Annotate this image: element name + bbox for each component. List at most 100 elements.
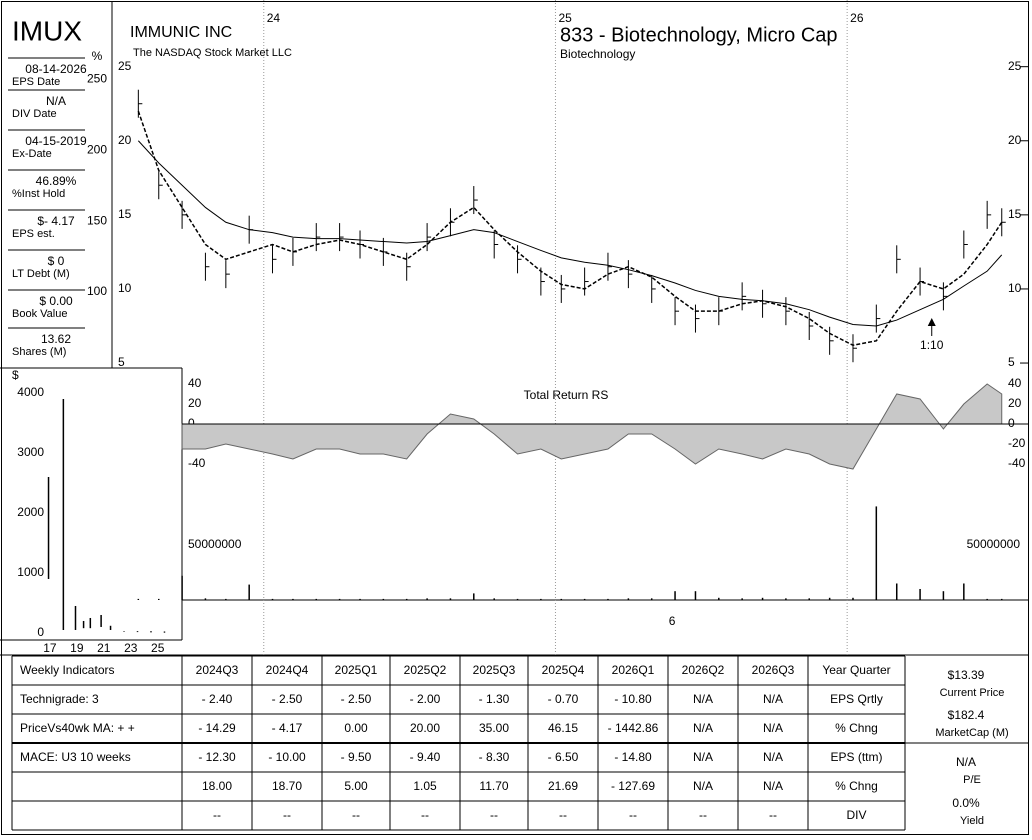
table-cell: 18.00	[202, 779, 232, 793]
table-header: Year Quarter	[822, 663, 890, 677]
summary-label: Current Price	[940, 687, 1005, 699]
volume-bar	[1000, 598, 1003, 600]
table-cell: --	[699, 808, 707, 822]
y2-tick-label: 200	[87, 142, 107, 156]
y-tick-label: 50000000	[188, 537, 242, 551]
table-cell: N/A	[763, 692, 783, 706]
volume-bar	[248, 584, 250, 600]
summary-label: MarketCap (M)	[935, 727, 1008, 739]
sidebar-label: %Inst Hold	[12, 188, 65, 200]
sidebar-value: 13.62	[41, 332, 71, 346]
y-tick-label: 20	[1008, 133, 1022, 147]
table-cell: N/A	[763, 779, 783, 793]
sidebar-value: 04-15-2019	[25, 134, 87, 148]
table-header: 2026Q1	[612, 663, 655, 677]
x-tick-label: 26	[850, 11, 864, 25]
y-tick-label: 5	[1008, 355, 1015, 369]
table-cell: N/A	[763, 750, 783, 764]
table-cell: N/A	[693, 721, 713, 735]
rs-area	[181, 383, 1003, 470]
table-cell: - 127.69	[611, 779, 655, 793]
summary-label: P/E	[963, 774, 981, 786]
volume-bar	[225, 598, 227, 600]
sidebar-label: EPS Date	[12, 76, 60, 88]
table-cell: - 2.50	[341, 692, 372, 706]
sidebar-value: 08-14-2026	[25, 62, 87, 76]
sidebar-value: $- 4.17	[37, 214, 75, 228]
volume-bar	[627, 598, 630, 600]
summary-value: 0.0%	[952, 796, 980, 810]
y-tick-label: 15	[118, 207, 132, 221]
table-cell: N/A	[763, 721, 783, 735]
table-cell: MACE: U3 10 weeks	[20, 750, 131, 764]
y-tick-label: 25	[1008, 59, 1022, 73]
y2-tick-label: 100	[87, 284, 107, 298]
y-tick-label: 20	[118, 133, 132, 147]
sidebar-label: LT Debt (M)	[12, 268, 70, 280]
y-tick-label: -40	[1008, 456, 1026, 470]
table-header: 2024Q3	[196, 663, 239, 677]
table-header: 2025Q3	[473, 663, 516, 677]
table-cell: 5.00	[344, 779, 368, 793]
table-header: 2025Q2	[404, 663, 447, 677]
volume-bar	[204, 598, 207, 600]
volume-bar	[674, 591, 676, 600]
y2-tick-label: 250	[87, 72, 107, 86]
sidebar-label: Shares (M)	[12, 346, 66, 358]
volume-bar	[607, 598, 609, 600]
summary-label: Yield	[960, 815, 984, 827]
table-cell: - 2.00	[410, 692, 441, 706]
table-cell: --	[769, 808, 777, 822]
x-tick-label: 23	[124, 641, 138, 655]
volume-bar	[919, 588, 921, 600]
chart-subtitle: Biotechnology	[560, 47, 635, 61]
sidebar-label: DIV Date	[12, 108, 57, 120]
y-tick-label: 3000	[17, 445, 44, 459]
volume-bar	[875, 506, 878, 600]
table-cell: - 9.40	[410, 750, 441, 764]
y-tick-label: 40	[188, 376, 202, 390]
y-tick-label: 1000	[17, 565, 44, 579]
volume-bar	[560, 598, 563, 600]
volume-bar	[449, 598, 452, 600]
volume-bar	[516, 598, 519, 600]
moving-average	[137, 110, 1003, 347]
table-cell: - 10.00	[268, 750, 306, 764]
volume-bar	[137, 598, 140, 600]
table-cell: EPS Qrtly	[830, 692, 883, 706]
y2-tick-label: 150	[87, 213, 107, 227]
volume-bar	[895, 583, 898, 600]
volume-bar	[315, 598, 318, 600]
volume-bar	[473, 593, 475, 600]
volume-bar	[942, 591, 945, 600]
volume-bar	[382, 598, 385, 600]
volume-bar	[540, 598, 542, 600]
volume-bar	[359, 598, 361, 600]
table-cell: --	[490, 808, 498, 822]
table-cell: 11.70	[479, 779, 508, 793]
volume-bar	[426, 598, 428, 600]
y-tick-label: 0	[1008, 416, 1015, 430]
table-header: 2024Q4	[266, 663, 309, 677]
volume-bar	[718, 597, 720, 600]
split-arrow-head	[927, 318, 936, 326]
volume-bar	[808, 598, 810, 600]
table-cell: 0.00	[344, 721, 368, 735]
moving-average	[137, 140, 1003, 327]
table-cell: - 9.50	[341, 750, 372, 764]
sidebar-label: EPS est.	[12, 228, 55, 240]
table-header: 2025Q1	[335, 663, 378, 677]
event-label: 6	[669, 614, 676, 628]
table-header: 2025Q4	[542, 663, 585, 677]
volume-bar	[158, 598, 160, 600]
table-cell: 20.00	[410, 721, 440, 735]
y-tick-label: 25	[118, 59, 132, 73]
y-tick-label: 2000	[17, 505, 44, 519]
volume-bar	[694, 591, 697, 600]
volume-bar	[828, 597, 831, 600]
y-tick-label: -20	[1008, 436, 1026, 450]
table-cell: - 8.30	[479, 750, 510, 764]
